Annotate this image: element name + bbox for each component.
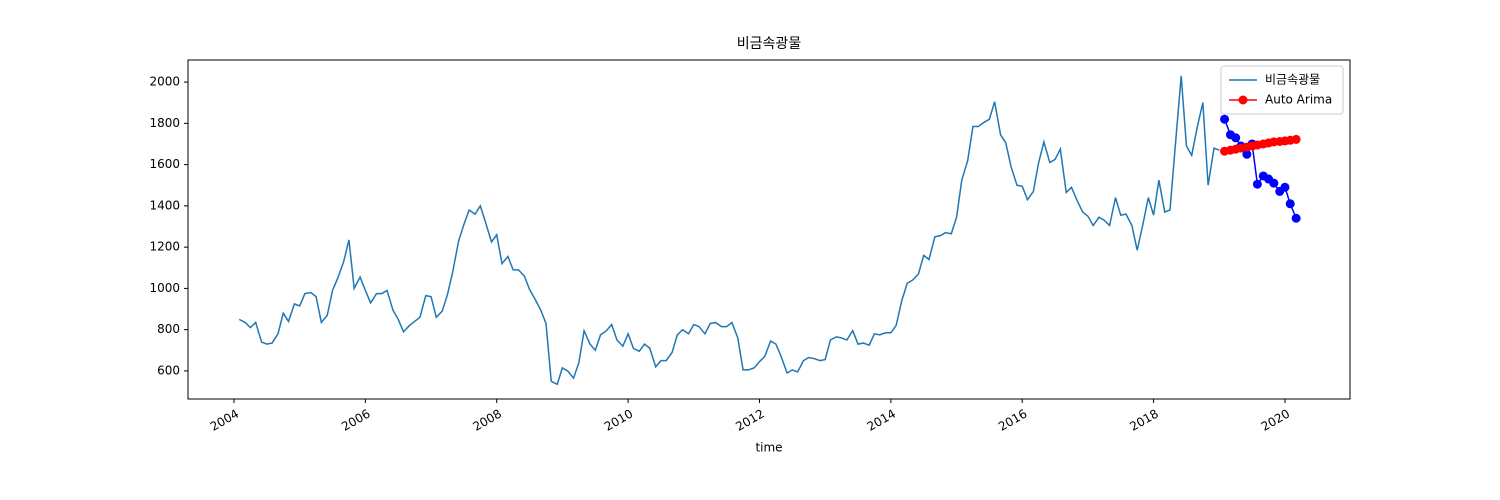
point-marker bbox=[1269, 178, 1279, 188]
y-tick-label: 1400 bbox=[149, 198, 180, 212]
legend-label: 비금속광물 bbox=[1265, 73, 1320, 87]
series-line bbox=[238, 75, 1220, 386]
x-tick-label: 2012 bbox=[733, 407, 766, 434]
y-tick-label: 600 bbox=[157, 363, 180, 377]
y-tick-label: 800 bbox=[157, 322, 180, 336]
point-marker bbox=[1285, 199, 1295, 209]
point-marker bbox=[1252, 179, 1262, 189]
legend-label: Auto Arima bbox=[1265, 93, 1332, 107]
x-tick-label: 2004 bbox=[208, 407, 241, 434]
legend-marker bbox=[1238, 95, 1248, 105]
x-tick-label: 2016 bbox=[996, 407, 1029, 434]
point-marker bbox=[1242, 149, 1252, 159]
x-tick-label: 2018 bbox=[1127, 407, 1160, 434]
x-tick-label: 2020 bbox=[1259, 407, 1292, 434]
x-axis-label: time bbox=[755, 441, 782, 455]
plot-frame bbox=[187, 59, 1351, 400]
chart-title: 비금속광물 bbox=[737, 36, 802, 52]
y-tick-label: 2000 bbox=[149, 75, 180, 89]
legend-box bbox=[1220, 65, 1344, 115]
point-marker bbox=[1280, 182, 1290, 192]
y-tick-label: 1600 bbox=[149, 157, 180, 171]
x-tick-label: 2014 bbox=[865, 407, 898, 434]
point-marker bbox=[1291, 213, 1301, 223]
y-tick-label: 1800 bbox=[149, 116, 180, 130]
x-tick-label: 2006 bbox=[339, 407, 372, 434]
y-tick-label: 1000 bbox=[149, 281, 180, 295]
x-tick-label: 2008 bbox=[471, 407, 504, 434]
x-tick-label: 2010 bbox=[602, 407, 635, 434]
y-tick-label: 1200 bbox=[149, 240, 180, 254]
point-marker bbox=[1291, 134, 1301, 144]
point-marker bbox=[1220, 114, 1230, 124]
point-marker bbox=[1231, 133, 1241, 143]
